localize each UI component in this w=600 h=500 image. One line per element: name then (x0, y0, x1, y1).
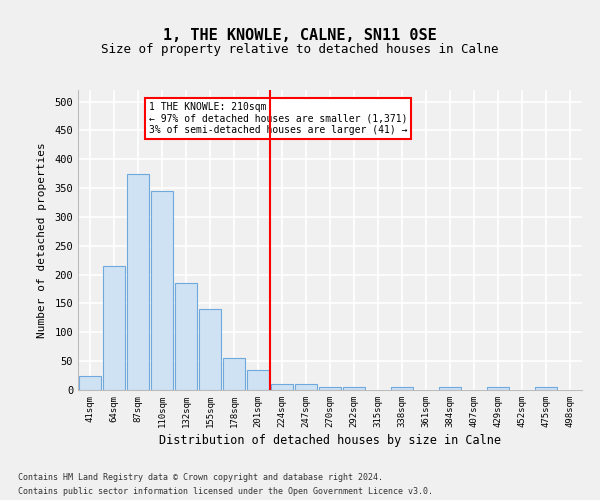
Bar (151, 191, 173, 390)
Bar (247, 370, 269, 390)
Text: Contains public sector information licensed under the Open Government Licence v3: Contains public sector information licen… (18, 488, 433, 496)
Bar (487, 387, 509, 390)
Bar (199, 309, 221, 390)
Text: Contains HM Land Registry data © Crown copyright and database right 2024.: Contains HM Land Registry data © Crown c… (18, 472, 383, 482)
Bar (319, 387, 341, 390)
X-axis label: Distribution of detached houses by size in Calne: Distribution of detached houses by size … (159, 434, 501, 447)
Bar (223, 358, 245, 390)
Bar (439, 387, 461, 390)
Bar (391, 387, 413, 390)
Bar (79, 376, 101, 390)
Bar (103, 266, 125, 390)
Bar (535, 387, 557, 390)
Text: 1 THE KNOWLE: 210sqm
← 97% of detached houses are smaller (1,371)
3% of semi-det: 1 THE KNOWLE: 210sqm ← 97% of detached h… (149, 102, 407, 135)
Bar (175, 284, 197, 390)
Bar (343, 387, 365, 390)
Y-axis label: Number of detached properties: Number of detached properties (37, 142, 47, 338)
Bar (295, 384, 317, 390)
Text: 1, THE KNOWLE, CALNE, SN11 0SE: 1, THE KNOWLE, CALNE, SN11 0SE (163, 28, 437, 42)
Text: Size of property relative to detached houses in Calne: Size of property relative to detached ho… (101, 42, 499, 56)
Bar (127, 174, 149, 390)
Bar (271, 384, 293, 390)
